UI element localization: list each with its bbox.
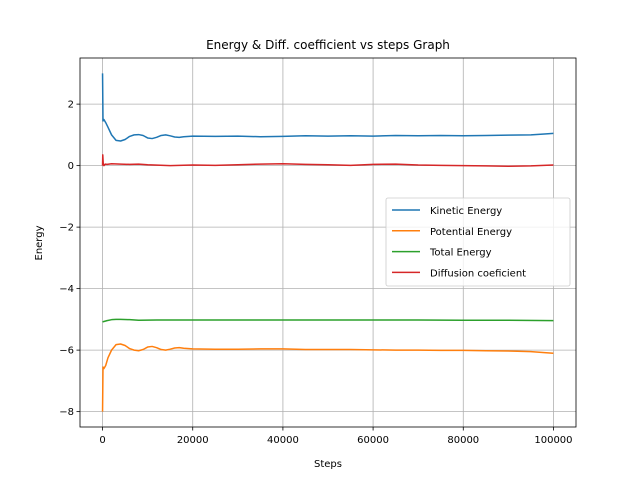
series-line-kinetic-energy	[101, 73, 554, 142]
legend: Kinetic Energy Potential Energy Total Ener…	[385, 197, 571, 287]
legend-box	[385, 197, 571, 287]
x-tick-label: 0	[99, 435, 105, 446]
series-line-total-energy	[102, 318, 554, 323]
series-line-diffusion-coeficient	[101, 154, 554, 167]
x-tick-label: 20000	[177, 435, 209, 446]
y-tick-label: −4	[59, 284, 74, 295]
y-axis-label: Energy	[34, 225, 45, 260]
x-tick-label: 40000	[267, 435, 299, 446]
legend-entry: Kinetic Energy	[430, 206, 502, 217]
series-lines	[101, 73, 554, 412]
series-line-potential-energy	[101, 343, 554, 412]
x-axis-label: Steps	[314, 459, 342, 470]
legend-entry: Diffusion coeficient	[430, 268, 526, 279]
y-tick-label: −8	[59, 407, 74, 418]
plot-frame	[79, 57, 577, 428]
y-tick-label: 2	[68, 100, 74, 111]
y-tick-label: 0	[68, 161, 74, 172]
x-tick-label: 80000	[447, 435, 479, 446]
y-tick-label: −2	[59, 223, 74, 234]
chart-title: Energy & Diff. coefficient vs steps Grap…	[206, 38, 450, 52]
axis-ticks: 0 20000 40000 60000 80000 100000 −8 −6 −4 −2 0 2	[59, 100, 572, 446]
x-tick-label: 100000	[534, 435, 572, 446]
legend-entry: Potential Energy	[430, 227, 512, 238]
y-tick-label: −6	[59, 346, 74, 357]
x-tick-label: 60000	[357, 435, 389, 446]
legend-entry: Total Energy	[429, 248, 492, 259]
